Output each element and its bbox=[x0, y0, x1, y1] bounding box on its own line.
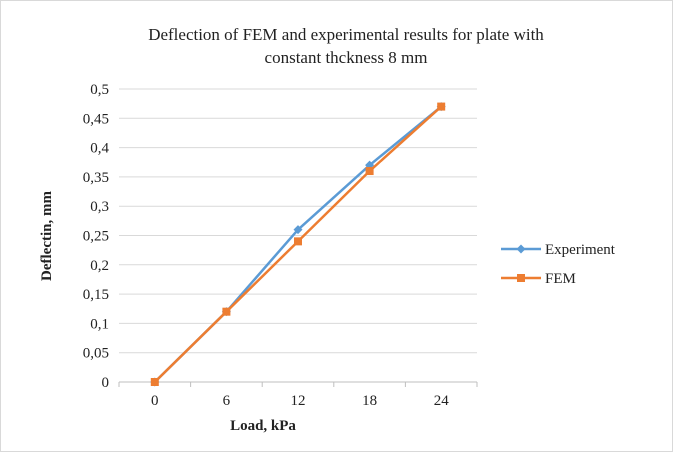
y-tick-label-8: 0,4 bbox=[90, 141, 109, 157]
y-tick-label-10: 0,5 bbox=[90, 82, 109, 98]
x-tick-label-0: 0 bbox=[151, 393, 159, 409]
y-tick-label-5: 0,25 bbox=[83, 229, 109, 245]
series bbox=[150, 102, 446, 387]
legend-label-fem: FEM bbox=[545, 271, 576, 287]
chart-title-line-2: constant thckness 8 mm bbox=[265, 48, 428, 67]
data-point-experiment-2 bbox=[293, 225, 303, 235]
x-axis-label: Load, kPa bbox=[230, 418, 296, 434]
chart-title: Deflection of FEM and experimental resul… bbox=[148, 25, 544, 67]
legend-label-experiment: Experiment bbox=[545, 242, 616, 258]
y-tick-label-6: 0,3 bbox=[90, 199, 109, 215]
legend-marker-fem bbox=[517, 274, 525, 282]
data-point-fem-0 bbox=[150, 378, 159, 386]
x-tick-label-3: 18 bbox=[362, 393, 377, 409]
x-tick-label-1: 6 bbox=[223, 393, 231, 409]
data-point-fem-1 bbox=[222, 307, 231, 316]
y-tick-label-2: 0,1 bbox=[90, 316, 109, 332]
data-point-fem-4 bbox=[437, 102, 446, 111]
y-tick-label-9: 0,45 bbox=[83, 111, 109, 127]
gridlines bbox=[119, 88, 477, 354]
y-axis-label: Deflectin, mm bbox=[39, 191, 55, 281]
data-point-fem-2 bbox=[294, 237, 302, 246]
series-fem bbox=[150, 102, 446, 386]
chart-title-line-1: Deflection of FEM and experimental resul… bbox=[148, 25, 544, 44]
y-tick-label-3: 0,15 bbox=[83, 287, 109, 303]
x-tick-label-2: 12 bbox=[291, 393, 306, 409]
data-point-fem-3 bbox=[365, 167, 374, 176]
y-tick-label-4: 0,2 bbox=[90, 258, 109, 274]
legend-marker-experiment bbox=[516, 244, 526, 254]
y-tick-label-7: 0,35 bbox=[83, 170, 109, 186]
y-tick-label-0: 0 bbox=[102, 375, 110, 391]
y-tick-label-1: 0,05 bbox=[83, 346, 109, 362]
x-tick-label-4: 24 bbox=[434, 393, 450, 409]
legend-entry-fem: FEM bbox=[501, 271, 576, 287]
legend-entry-experiment: Experiment bbox=[501, 242, 616, 258]
axes: 0 0,05 0,1 0,15 0,2 0,25 0,3 0,35 0,4 0,45 0,5 0 6 12… bbox=[83, 82, 478, 409]
legend: Experiment FEM bbox=[501, 242, 616, 287]
